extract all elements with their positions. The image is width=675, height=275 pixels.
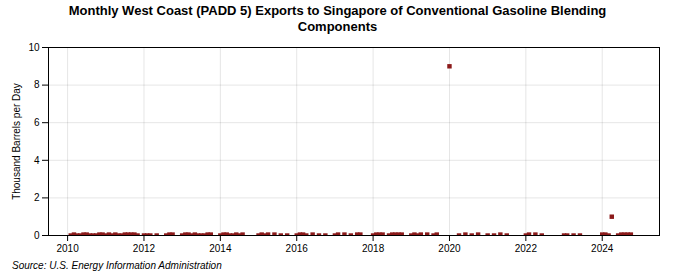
html-text:Monthly West Coast (PADD 5) Ex: Monthly West Coast (PADD 5) Exports to S… xyxy=(68,3,607,34)
svg-text:2018: 2018 xyxy=(362,243,385,254)
svg-text:2012: 2012 xyxy=(133,243,156,254)
svg-text:2014: 2014 xyxy=(209,243,232,254)
svg-text:0: 0 xyxy=(34,230,40,241)
svg-text:Thousand Barrels per Day: Thousand Barrels per Day xyxy=(11,83,22,200)
svg-text:2016: 2016 xyxy=(286,243,309,254)
svg-text:2020: 2020 xyxy=(438,243,461,254)
svg-text:2: 2 xyxy=(34,192,40,203)
html-text:Source: U.S. Energy Informatio: Source: U.S. Energy Information Administ… xyxy=(12,260,222,271)
svg-text:8: 8 xyxy=(34,79,40,90)
svg-text:4: 4 xyxy=(34,155,40,166)
svg-text:6: 6 xyxy=(34,117,40,128)
svg-text:2024: 2024 xyxy=(591,243,614,254)
svg-text:2010: 2010 xyxy=(56,243,79,254)
svg-text:2022: 2022 xyxy=(515,243,538,254)
svg-text:10: 10 xyxy=(28,42,40,53)
